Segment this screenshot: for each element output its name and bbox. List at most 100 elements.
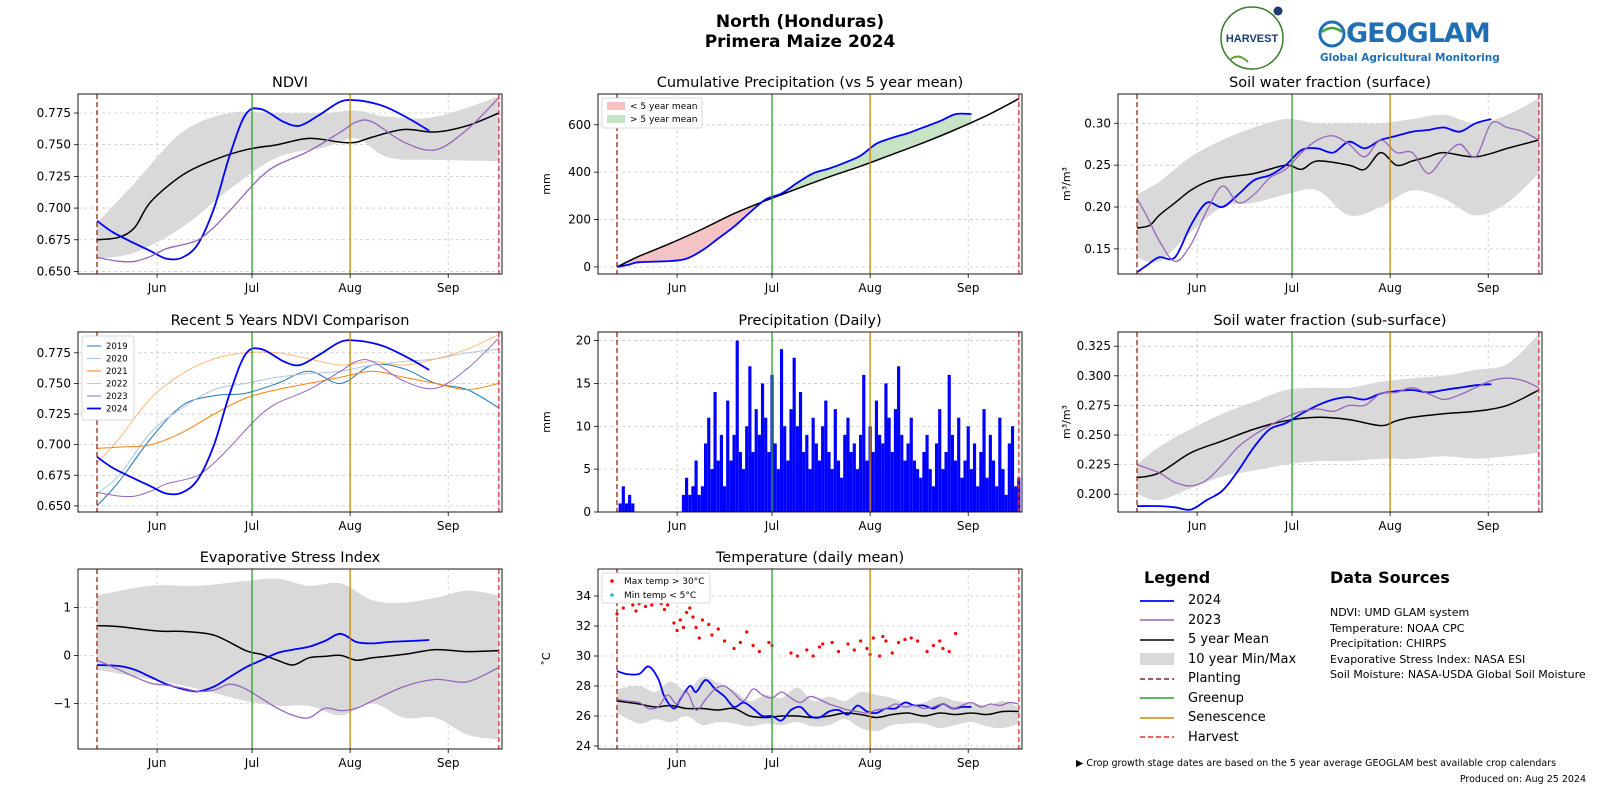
source-esi: Evaporative Stress Index: NASA ESI bbox=[1330, 652, 1526, 666]
precip-bar bbox=[745, 426, 749, 512]
series-line-previous bbox=[1136, 121, 1540, 263]
dot-legend-label-hot: Max temp > 30°C bbox=[624, 577, 705, 587]
x-tick-label: Aug bbox=[858, 281, 881, 295]
y-tick-label: 0.300 bbox=[1077, 369, 1111, 383]
precip-bar bbox=[713, 392, 717, 512]
precip-bar bbox=[738, 452, 742, 512]
hot-point bbox=[871, 636, 875, 640]
chart-svg-swsub: Soil water fraction (sub-surface) Jun Jul A… bbox=[1060, 313, 1543, 533]
precip-bar bbox=[941, 469, 945, 512]
precip-bar bbox=[726, 400, 730, 512]
precip-bar bbox=[906, 443, 910, 512]
y-tick-label: 0.250 bbox=[1077, 428, 1111, 442]
precip-bar bbox=[1010, 426, 1015, 512]
precip-bar bbox=[909, 417, 913, 512]
dot-legend-label-cold: Min temp < 5°C bbox=[624, 591, 696, 601]
y-tick-label: 0.650 bbox=[37, 499, 71, 513]
x-tick-label: Jul bbox=[244, 756, 259, 770]
x-tick-label: Jun bbox=[147, 756, 167, 770]
y-tick-label: 400 bbox=[568, 165, 591, 179]
hot-point bbox=[688, 606, 692, 610]
legend-label-planting: Planting bbox=[1188, 671, 1241, 687]
precip-bar bbox=[760, 383, 765, 512]
hot-point bbox=[757, 649, 761, 654]
precip-bar bbox=[748, 366, 752, 512]
hot-point bbox=[634, 609, 638, 613]
chart-svg-temp: Temperature (daily mean) Jun Jul Aug Sep 24 26… bbox=[540, 550, 1023, 770]
hot-point bbox=[896, 640, 901, 645]
precip-bar bbox=[795, 426, 799, 512]
chart-precipitation-daily: Precipitation (Daily) Jun Jul Aug Sep 0 5 10 15 2… bbox=[520, 308, 1040, 550]
hot-point bbox=[941, 646, 945, 651]
precip-bar bbox=[871, 452, 875, 512]
x-tick-label: Aug bbox=[338, 281, 361, 295]
dot-legend-swatch-hot bbox=[610, 579, 614, 583]
hot-point bbox=[881, 634, 885, 639]
y-tick-label: 0.20 bbox=[1084, 200, 1111, 214]
stage-lines bbox=[616, 332, 1020, 512]
precip-bar bbox=[963, 460, 967, 512]
series-line-2022 bbox=[96, 333, 500, 464]
grid bbox=[78, 332, 502, 512]
chart-title: Evaporative Stress Index bbox=[200, 550, 381, 566]
y-axis-label: mm bbox=[540, 173, 553, 194]
precip-bar bbox=[767, 452, 771, 512]
y-axis-label: m³/m³ bbox=[1060, 167, 1073, 201]
y-tick-label: 15 bbox=[576, 376, 591, 390]
legend-item-mean: 5 year Mean bbox=[1140, 630, 1330, 650]
y-tick-label: 0.775 bbox=[37, 106, 71, 120]
precip-bar bbox=[707, 417, 711, 512]
min-max-band bbox=[97, 96, 499, 259]
hot-point bbox=[805, 648, 809, 652]
hot-point bbox=[710, 633, 714, 637]
precip-bar bbox=[621, 486, 625, 512]
x-tick-label: Aug bbox=[1378, 519, 1401, 533]
precip-bar bbox=[697, 494, 701, 512]
precip-bar bbox=[773, 443, 777, 512]
legend-label-2023: 2023 bbox=[1188, 612, 1222, 628]
precip-bar bbox=[938, 409, 942, 512]
legend-swatch-planting bbox=[1140, 672, 1174, 686]
chart-svg-precipdaily: Precipitation (Daily) Jun Jul Aug Sep 0 5 10 15 2… bbox=[540, 313, 1023, 533]
y-tick-label: 200 bbox=[568, 213, 591, 227]
y-tick-label: 0.725 bbox=[37, 169, 71, 183]
x-tick-label: Jul bbox=[764, 281, 779, 295]
hot-point bbox=[890, 651, 894, 655]
plot-frame bbox=[77, 568, 503, 750]
y-tick-label: 0.725 bbox=[37, 407, 71, 421]
precip-bar bbox=[887, 417, 891, 512]
precip-bar bbox=[789, 409, 793, 512]
y-tick-label: 20 bbox=[576, 334, 591, 348]
precip-bar bbox=[624, 503, 629, 512]
x-tick-label: Jun bbox=[667, 281, 687, 295]
hot-point bbox=[915, 639, 920, 643]
series-line-mean bbox=[96, 624, 499, 666]
y-tick-label: 600 bbox=[568, 118, 591, 132]
hot-point bbox=[925, 649, 929, 654]
hot-point bbox=[795, 654, 799, 658]
y-tick-label: 0.700 bbox=[37, 201, 71, 215]
series-line-current bbox=[1136, 118, 1492, 274]
chart-title: Precipitation (Daily) bbox=[738, 313, 881, 329]
harvest-logo: HARVEST bbox=[1218, 2, 1290, 74]
hot-point bbox=[691, 615, 695, 619]
precip-bar bbox=[953, 460, 958, 512]
geoglam-logo-text: GEOGLAM bbox=[1346, 18, 1491, 49]
precip-bar bbox=[928, 469, 932, 512]
series-line-2021 bbox=[96, 370, 499, 449]
y-tick-label: 0.650 bbox=[37, 264, 71, 278]
hot-point bbox=[681, 625, 686, 630]
hot-point bbox=[836, 649, 841, 654]
x-tick-label: Jul bbox=[1284, 519, 1299, 533]
x-tick-label: Aug bbox=[858, 519, 881, 533]
chart-svg-ndvi: NDVI Jun Jul Aug Sep 0.650 0.675 0.700 0.725 0.75… bbox=[37, 75, 503, 295]
precip-bar bbox=[890, 452, 894, 512]
y-axis-label: m³/m³ bbox=[1060, 405, 1073, 439]
precip-bar bbox=[944, 452, 948, 512]
precip-bar bbox=[732, 434, 736, 512]
chart-title: Cumulative Precipitation (vs 5 year mean… bbox=[657, 75, 964, 91]
precip-bar bbox=[618, 503, 622, 512]
hot-point bbox=[672, 621, 676, 625]
min-max-band bbox=[97, 578, 499, 740]
inline-legend-label: 2019 bbox=[106, 342, 128, 352]
